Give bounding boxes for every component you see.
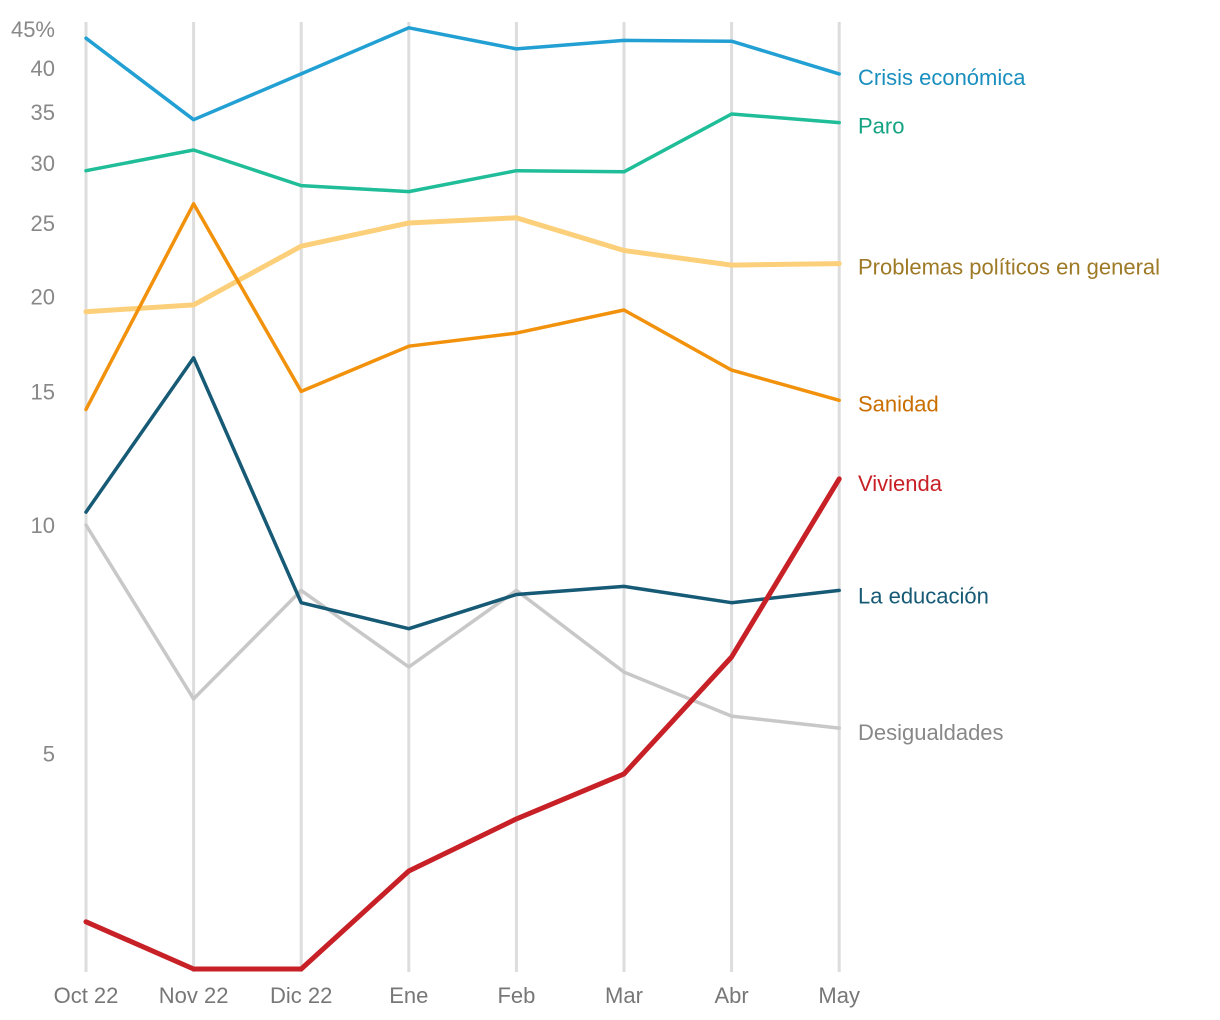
y-tick-label: 15 [31,379,55,404]
series-label-desigualdades: Desigualdades [858,720,1004,745]
y-tick-label: 30 [31,151,55,176]
vertical-gridlines [84,22,841,972]
x-tick-label: Ene [389,983,428,1008]
y-tick-label: 20 [31,285,55,310]
y-tick-label: 35 [31,100,55,125]
series-line-paro [84,112,841,194]
series-line-problemas-politicos-en-general [83,215,842,315]
y-tick-label: 5 [43,741,55,766]
series-label-sanidad: Sanidad [858,391,939,416]
series-label-crisis-economica: Crisis económica [858,65,1026,90]
y-tick-label: 40 [31,56,55,81]
series-labels: Desigualdades Crisis económica Paro Problem… [858,65,1160,745]
y-tick-label: 25 [31,211,55,236]
series-label-vivienda: Vivienda [858,471,943,496]
y-tick-label: 10 [31,513,55,538]
series-label-problemas-politicos-en-general: Problemas políticos en general [858,255,1160,280]
series-label-paro: Paro [858,114,904,139]
x-axis-ticks: Oct 22 Nov 22 Dic 22 Ene Feb Mar Abr May [54,983,860,1008]
y-tick-label: 45% [11,17,55,42]
y-axis-ticks: 45% 40 35 30 25 20 15 10 5 [11,17,55,766]
series-lines [83,26,842,972]
x-tick-label: Oct 22 [54,983,119,1008]
series-line-desigualdades [84,523,841,730]
x-tick-label: May [818,983,860,1008]
series-label-la-educacion: La educación [858,583,989,608]
x-tick-label: Feb [497,983,535,1008]
series-line-la-educacion [84,356,841,631]
x-tick-label: Abr [714,983,748,1008]
series-line-vivienda [83,476,842,972]
x-tick-label: Nov 22 [159,983,229,1008]
x-tick-label: Mar [605,983,643,1008]
series-line-crisis-economica [84,26,841,122]
x-tick-label: Dic 22 [270,983,332,1008]
series-line-sanidad [84,202,841,412]
